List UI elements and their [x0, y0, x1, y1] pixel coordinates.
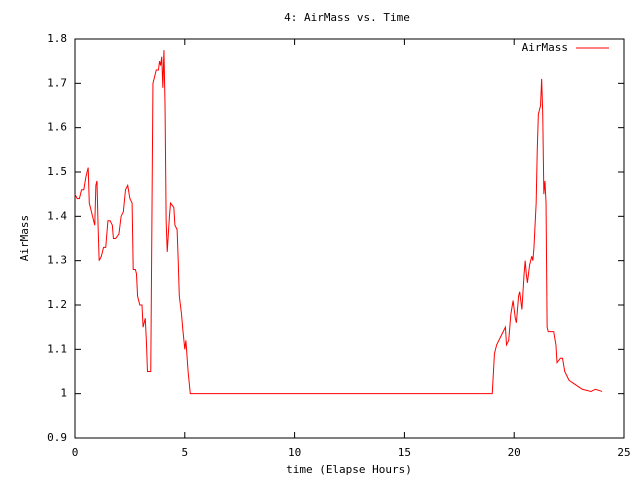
y-tick-label: 1: [60, 387, 67, 400]
x-tick-label: 5: [181, 446, 188, 459]
x-axis-label: time (Elapse Hours): [286, 463, 412, 476]
y-tick-label: 1.7: [47, 76, 67, 89]
data-line: [74, 50, 603, 395]
y-axis-label: AirMass: [18, 215, 31, 261]
y-tick-label: 1.8: [47, 32, 67, 45]
y-tick-label: 1.5: [47, 165, 67, 178]
chart-title: 4: AirMass vs. Time: [284, 11, 410, 24]
x-tick-label: 20: [508, 446, 521, 459]
y-tick-label: 1.1: [47, 342, 67, 355]
y-tick-label: 0.9: [47, 431, 67, 444]
y-tick-label: 1.3: [47, 254, 67, 267]
x-tick-label: 25: [617, 446, 630, 459]
legend-label: AirMass: [522, 41, 568, 54]
y-tick-label: 1.2: [47, 298, 67, 311]
y-tick-label: 1.6: [47, 121, 67, 134]
x-tick-label: 0: [72, 446, 79, 459]
x-tick-label: 15: [398, 446, 411, 459]
y-tick-label: 1.4: [47, 209, 67, 222]
x-tick-label: 10: [288, 446, 301, 459]
plot-frame: [74, 38, 625, 439]
